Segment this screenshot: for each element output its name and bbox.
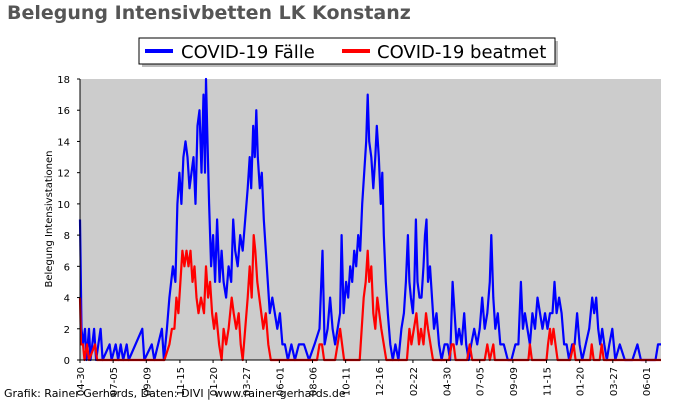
x-tick-label: 07-05 [109,367,120,396]
x-tick-label: 03-27 [242,367,253,396]
y-tick-label: 8 [64,231,70,242]
x-tick-label: 04-30 [76,367,87,396]
x-tick-label: 08-06 [309,367,320,396]
chart-title: Belegung Intensivbetten LK Konstanz [7,2,411,24]
footer-credit: Grafik: Rainer Gerhards, Daten: DIVI | w… [4,387,346,400]
y-axis-label: Belegung Intensivstationen [44,150,55,287]
x-tick-label: 11-15 [176,367,187,396]
y-ticks: 0 2 4 6 8 10 12 14 16 18 [57,75,80,367]
x-tick-label: 03-27 [609,367,620,396]
x-tick-label: 02-22 [409,367,420,396]
y-tick-label: 2 [64,325,70,336]
x-tick-label: 06-01 [642,367,653,396]
x-tick-label: 09-09 [509,367,520,396]
plot-area: 0 2 4 6 8 10 12 14 16 18 04-30 07-05 09-09 11-15 01-2… [57,75,661,396]
legend: COVID-19 Fälle COVID-19 beatmet [138,37,558,67]
y-tick-label: 18 [57,75,70,86]
x-tick-label: 04-30 [443,367,454,396]
legend-label-beatmet: COVID-19 beatmet [377,42,546,63]
x-ticks: 04-30 07-05 09-09 11-15 01-20 03-27 06-01 08-06… [76,360,653,396]
y-tick-label: 6 [64,262,70,273]
y-tick-label: 16 [57,106,70,117]
x-tick-label: 01-20 [209,367,220,396]
legend-label-faelle: COVID-19 Fälle [181,42,315,63]
y-tick-label: 10 [57,200,70,211]
x-tick-label: 09-09 [142,367,153,396]
y-tick-label: 4 [64,294,70,305]
y-tick-label: 12 [57,169,70,180]
series-line-faelle [78,77,661,362]
x-tick-label: 12-16 [375,367,386,396]
x-tick-label: 01-20 [576,367,587,396]
x-tick-label: 07-05 [476,367,487,396]
y-tick-label: 14 [57,137,70,148]
x-tick-label: 06-01 [275,367,286,396]
x-tick-label: 10-11 [342,367,353,396]
x-tick-label: 11-15 [543,367,554,396]
y-tick-label: 0 [64,356,70,367]
